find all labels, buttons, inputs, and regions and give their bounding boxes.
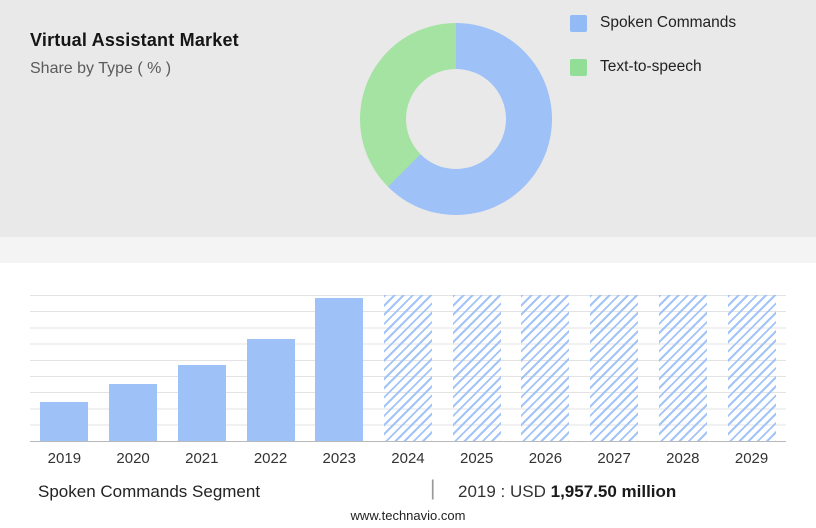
footer-value: 2019 : USD 1,957.50 million	[458, 482, 676, 502]
x-tick-2026: 2026	[528, 450, 563, 467]
donut-chart	[360, 23, 552, 215]
x-tick-2028: 2028	[666, 450, 700, 467]
bar-slot-2019	[30, 295, 98, 441]
x-tick-2023: 2023	[322, 450, 356, 467]
x-tick-2020: 2020	[116, 450, 150, 467]
bar-chart-plot	[30, 295, 786, 442]
chart-subtitle: Share by Type ( % )	[30, 60, 172, 77]
x-tick-2021: 2021	[185, 450, 219, 467]
forecast-bar-2026	[521, 295, 570, 441]
legend-item-text-to-speech: Text-to-speech	[570, 58, 736, 76]
x-tick-2025: 2025	[459, 450, 494, 467]
divider-band	[0, 237, 816, 263]
x-tick-2029: 2029	[734, 450, 769, 467]
footer-value-prefix: 2019 : USD	[458, 482, 551, 501]
bar-2021	[177, 365, 226, 441]
forecast-bar-2027	[590, 295, 639, 441]
forecast-bar-2024	[383, 295, 432, 441]
legend-swatch-blue-icon	[570, 14, 587, 32]
bar-slot-2023	[305, 295, 373, 441]
bar-slot-2028	[649, 295, 717, 441]
x-tick-2027: 2027	[597, 450, 631, 467]
bar-slot-2029	[718, 295, 786, 441]
x-tick-2019: 2019	[47, 450, 82, 467]
forecast-bar-2028	[658, 295, 707, 441]
bar-2019	[40, 401, 89, 441]
bar-slot-2026	[511, 295, 579, 441]
segment-label: Spoken Commands Segment	[38, 482, 261, 501]
footer-value-bold: 1,957.50 million	[550, 482, 677, 501]
bar-2020	[109, 384, 158, 441]
bar-slot-2020	[99, 295, 167, 441]
x-axis-labels: 2019 2020 2021 2022 2023 2024 2025 2026 2027 2028…	[30, 450, 786, 467]
legend-item-spoken-commands: Spoken Commands	[570, 14, 736, 32]
bar-slot-2025	[443, 295, 511, 441]
legend: Spoken Commands Text-to-speech	[570, 14, 736, 102]
x-tick-2022: 2022	[253, 450, 288, 467]
chart-title: Virtual Assistant Market	[30, 30, 239, 50]
footer-divider: |	[430, 477, 436, 500]
forecast-bar-2025	[452, 295, 501, 441]
website-url: www.technavio.com	[350, 508, 466, 523]
x-tick-2024: 2024	[391, 450, 425, 467]
legend-label: Text-to-speech	[600, 58, 702, 75]
bar-slot-2027	[580, 295, 648, 441]
top-panel: Virtual Assistant Market Share by Type (…	[0, 0, 816, 237]
bar-2023	[315, 297, 364, 441]
bar-2022	[246, 338, 295, 441]
bar-slot-2021	[168, 295, 236, 441]
title-block: Virtual Assistant Market Share by Type (…	[30, 30, 239, 78]
bar-slot-2024	[374, 295, 442, 441]
bar-slot-2022	[237, 295, 305, 441]
legend-label: Spoken Commands	[600, 14, 737, 31]
bars-container	[30, 295, 786, 441]
legend-swatch-green-icon	[570, 58, 587, 76]
forecast-bar-2029	[727, 295, 776, 441]
